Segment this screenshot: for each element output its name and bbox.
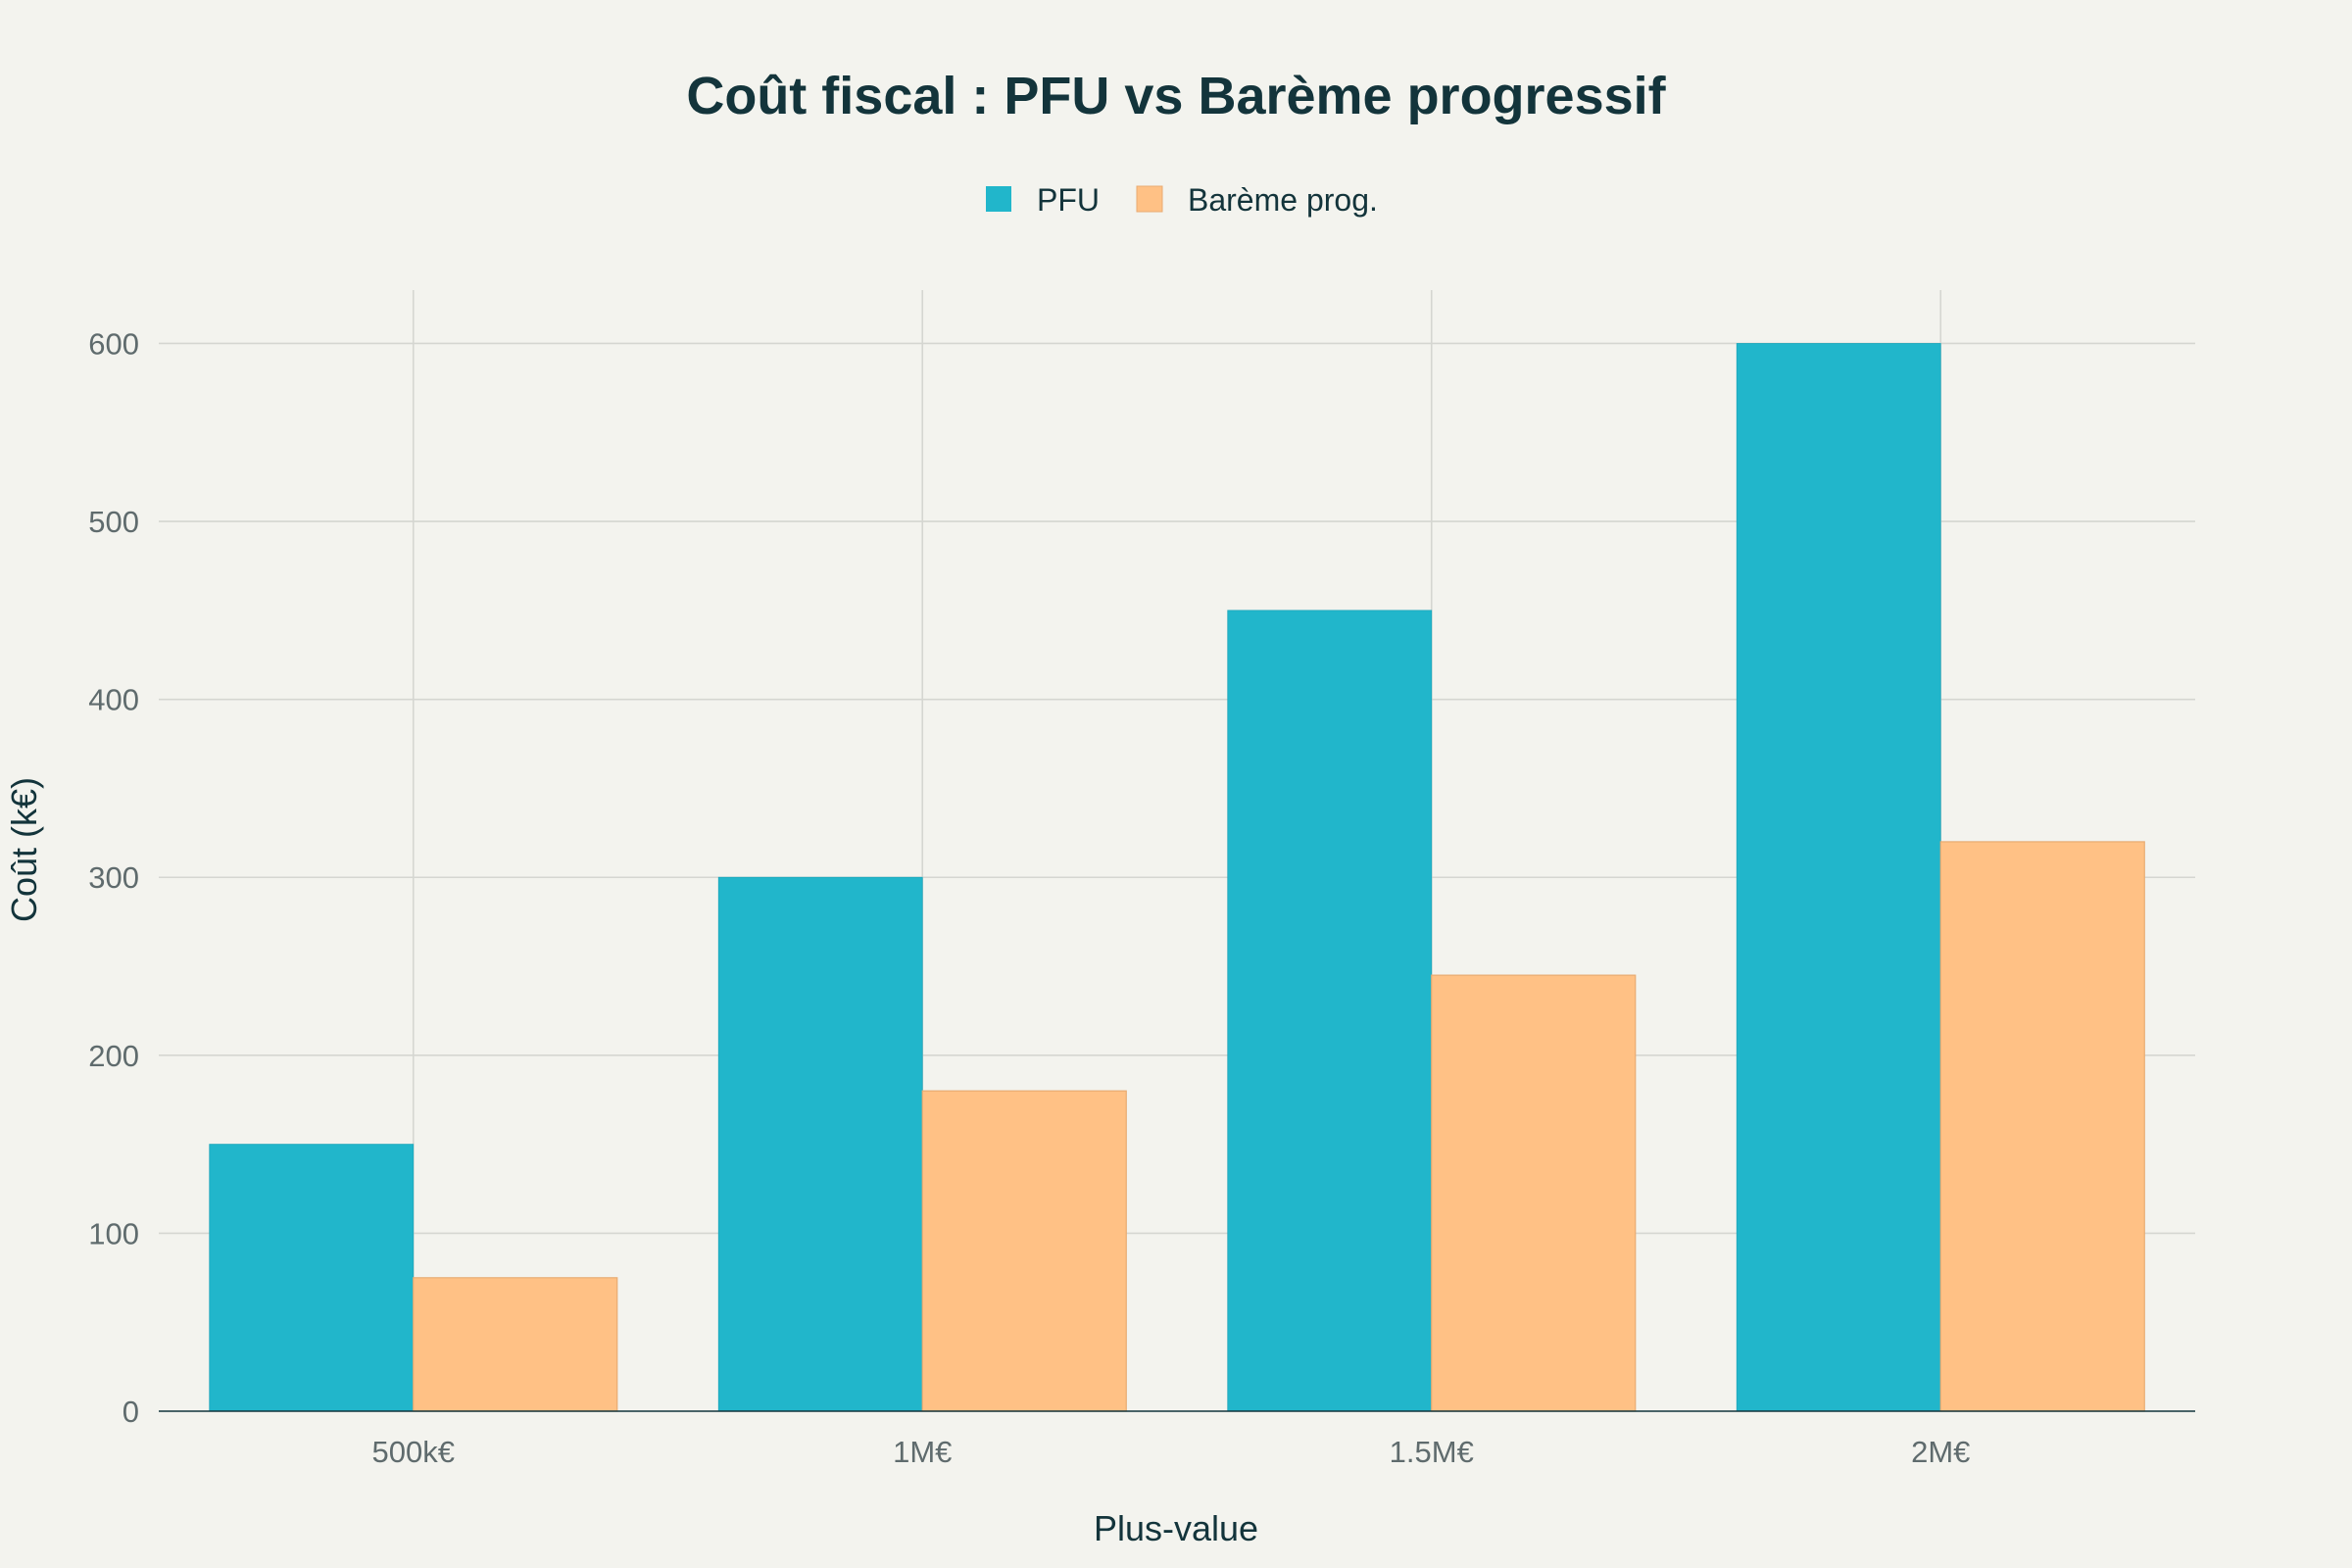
- bar-pfu-2: [1227, 610, 1433, 1412]
- y-tick-label: 200: [88, 1039, 139, 1073]
- y-tick-label: 600: [88, 326, 139, 361]
- y-tick-label: 100: [88, 1216, 139, 1250]
- bars: [159, 343, 2195, 1412]
- y-tick-label: 300: [88, 860, 139, 895]
- tick-labels: 0 100 200 300 400 500 600 500k€ 1M€ 1.5M€ 2M€: [88, 326, 1970, 1469]
- y-axis-title: Coût (k€): [4, 777, 44, 922]
- chart-title: Coût fiscal : PFU vs Barème progressif: [686, 67, 1666, 125]
- legend-label-bareme: Barème prog.: [1188, 182, 1378, 218]
- y-tick-label: 0: [122, 1395, 139, 1429]
- x-tick-label: 500k€: [372, 1435, 455, 1469]
- bar-bareme-0: [413, 1277, 618, 1412]
- x-tick-label: 1M€: [893, 1435, 952, 1469]
- bar-bareme-2: [1431, 974, 1637, 1412]
- x-axis-title: Plus-value: [1094, 1508, 1258, 1548]
- legend-label-pfu: PFU: [1037, 182, 1100, 218]
- bar-pfu-3: [1736, 343, 1941, 1412]
- legend: PFU Barème prog.: [986, 182, 1378, 218]
- bar-bareme-1: [921, 1090, 1127, 1412]
- y-tick-label: 500: [88, 505, 139, 539]
- bar-pfu-1: [717, 876, 923, 1412]
- bar-bareme-3: [1939, 841, 2145, 1412]
- x-tick-label: 2M€: [1911, 1435, 1970, 1469]
- legend-swatch-bareme: [1136, 185, 1163, 213]
- legend-swatch-pfu: [986, 186, 1011, 212]
- x-tick-label: 1.5M€: [1390, 1435, 1474, 1469]
- bar-pfu-0: [209, 1144, 415, 1412]
- y-tick-label: 400: [88, 683, 139, 717]
